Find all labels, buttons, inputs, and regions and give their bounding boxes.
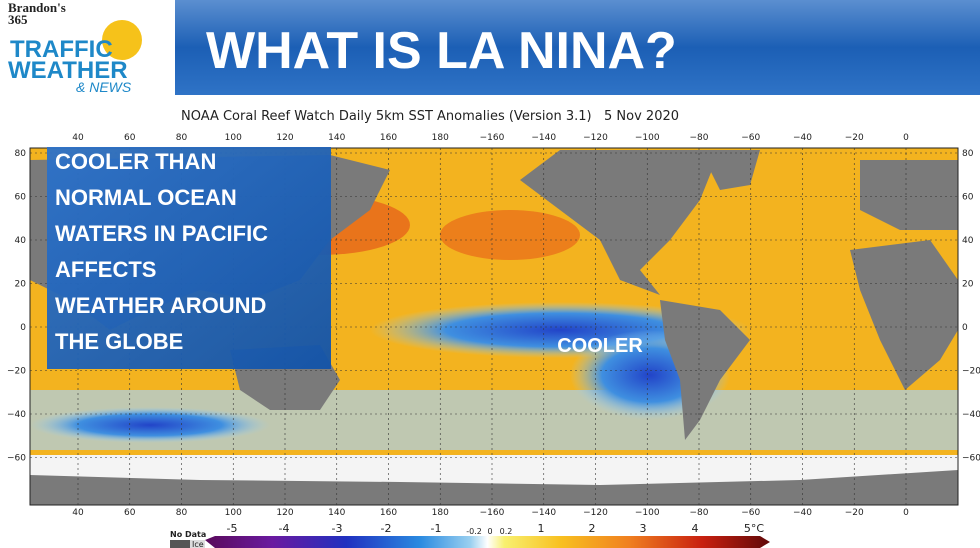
lon-label: 160 bbox=[380, 133, 397, 143]
callout-line: WATERS IN PACIFIC bbox=[55, 221, 268, 246]
colorbar-label: -4 bbox=[279, 522, 290, 535]
colorbar-label: 5°C bbox=[744, 522, 764, 535]
colorbar-label: 0.2 bbox=[500, 527, 513, 536]
map-annotation: COOLER bbox=[557, 335, 643, 357]
lat-label: 0 bbox=[20, 323, 26, 333]
land-africa bbox=[850, 240, 958, 390]
lon-label: 100 bbox=[225, 508, 242, 518]
land-europe bbox=[860, 160, 958, 230]
lat-label: 60 bbox=[15, 193, 27, 203]
lon-label: 0 bbox=[903, 133, 909, 143]
colorbar-ice bbox=[190, 540, 205, 548]
lat-label: 80 bbox=[15, 149, 27, 159]
map-title: NOAA Coral Reef Watch Daily 5km SST Anom… bbox=[181, 109, 679, 124]
colorbar-label: Ice bbox=[192, 540, 204, 548]
colorbar-label: -2 bbox=[381, 522, 392, 535]
lon-label: −80 bbox=[690, 508, 709, 518]
logo-text: Brandon's bbox=[8, 0, 66, 15]
lon-label: −40 bbox=[793, 133, 812, 143]
lon-label: −160 bbox=[480, 133, 505, 143]
lat-label: 40 bbox=[962, 236, 974, 246]
lon-label: 100 bbox=[225, 133, 242, 143]
callout-box bbox=[47, 147, 331, 369]
land-south-america bbox=[660, 300, 750, 440]
callout-line: COOLER THAN bbox=[55, 149, 216, 174]
lat-label: 60 bbox=[962, 193, 974, 203]
lon-label: −60 bbox=[741, 508, 760, 518]
warm-area bbox=[440, 210, 580, 260]
colorbar-label: 1 bbox=[538, 522, 545, 535]
lat-label: 0 bbox=[962, 323, 968, 333]
lon-label: 0 bbox=[903, 508, 909, 518]
lat-label: 20 bbox=[962, 280, 974, 290]
colorbar-label: 2 bbox=[589, 522, 596, 535]
colorbar-label: -5 bbox=[227, 522, 238, 535]
cool-area bbox=[30, 407, 270, 443]
lon-label: 160 bbox=[380, 508, 397, 518]
lon-label: 120 bbox=[276, 133, 293, 143]
lon-label: −40 bbox=[793, 508, 812, 518]
colorbar-label: -1 bbox=[431, 522, 442, 535]
lat-label: −60 bbox=[7, 454, 26, 464]
logo-text: WEATHER bbox=[8, 57, 128, 84]
lat-label: 20 bbox=[15, 280, 27, 290]
lon-label: 60 bbox=[124, 508, 136, 518]
colorbar-label: 0 bbox=[487, 527, 492, 536]
lon-label: −140 bbox=[531, 508, 556, 518]
colorbar-label: -3 bbox=[332, 522, 343, 535]
logo-sun bbox=[102, 20, 142, 60]
logo-text: TRAFFIC bbox=[10, 36, 113, 63]
colorbar: No Data Ice -5 -4 -3 -2 -1 -0.2 0 0.2 1 2 3 4 5°C bbox=[170, 522, 770, 548]
lat-label: −40 bbox=[962, 410, 980, 420]
colorbar-label: No Data bbox=[170, 530, 206, 539]
lon-label: −120 bbox=[583, 133, 608, 143]
lat-label: −20 bbox=[962, 367, 980, 377]
colorbar-nodata bbox=[170, 540, 190, 548]
land-antarctica bbox=[30, 470, 958, 505]
logo-text: 365 bbox=[8, 12, 28, 27]
lon-label: 80 bbox=[176, 133, 188, 143]
callout-line: AFFECTS bbox=[55, 257, 156, 282]
lat-label: −40 bbox=[7, 410, 26, 420]
lon-label: 120 bbox=[276, 508, 293, 518]
lon-label: −120 bbox=[583, 508, 608, 518]
lon-label: 60 bbox=[124, 133, 136, 143]
lon-label: −20 bbox=[845, 508, 864, 518]
logo: Brandon's 365 TRAFFIC WEATHER & NEWS bbox=[8, 0, 142, 95]
callout-line: NORMAL OCEAN bbox=[55, 185, 237, 210]
callout-line: THE GLOBE bbox=[55, 329, 183, 354]
callout-text: COOLER THAN NORMAL OCEAN WATERS IN PACIFIC… bbox=[55, 149, 268, 354]
colorbar-label: 4 bbox=[692, 522, 699, 535]
colorbar-label: 3 bbox=[640, 522, 647, 535]
lon-label: 180 bbox=[432, 508, 449, 518]
lat-label: −20 bbox=[7, 367, 26, 377]
lon-label: 80 bbox=[176, 508, 188, 518]
lat-label: 80 bbox=[962, 149, 974, 159]
lon-label: −100 bbox=[635, 133, 660, 143]
lon-label: 180 bbox=[432, 133, 449, 143]
lon-label: −160 bbox=[480, 508, 505, 518]
lat-label: −60 bbox=[962, 454, 980, 464]
lat-label: 40 bbox=[15, 236, 27, 246]
colorbar-scale bbox=[205, 536, 770, 548]
callout-line: WEATHER AROUND bbox=[55, 293, 266, 318]
land-greenland bbox=[700, 150, 760, 190]
lon-label: −100 bbox=[635, 508, 660, 518]
lon-label: 40 bbox=[72, 508, 84, 518]
lon-label: 140 bbox=[328, 508, 345, 518]
lon-label: −140 bbox=[531, 133, 556, 143]
lon-label: 140 bbox=[328, 133, 345, 143]
lon-label: 40 bbox=[72, 133, 84, 143]
header-banner bbox=[175, 0, 980, 95]
map-frame bbox=[29, 147, 959, 506]
land-north-america bbox=[520, 150, 720, 295]
lon-label: −20 bbox=[845, 133, 864, 143]
lon-label: −60 bbox=[741, 133, 760, 143]
logo-text: & NEWS bbox=[76, 79, 132, 95]
lon-label: −80 bbox=[690, 133, 709, 143]
header-title: WHAT IS LA NINA? bbox=[206, 22, 677, 80]
colorbar-label: -0.2 bbox=[466, 527, 482, 536]
